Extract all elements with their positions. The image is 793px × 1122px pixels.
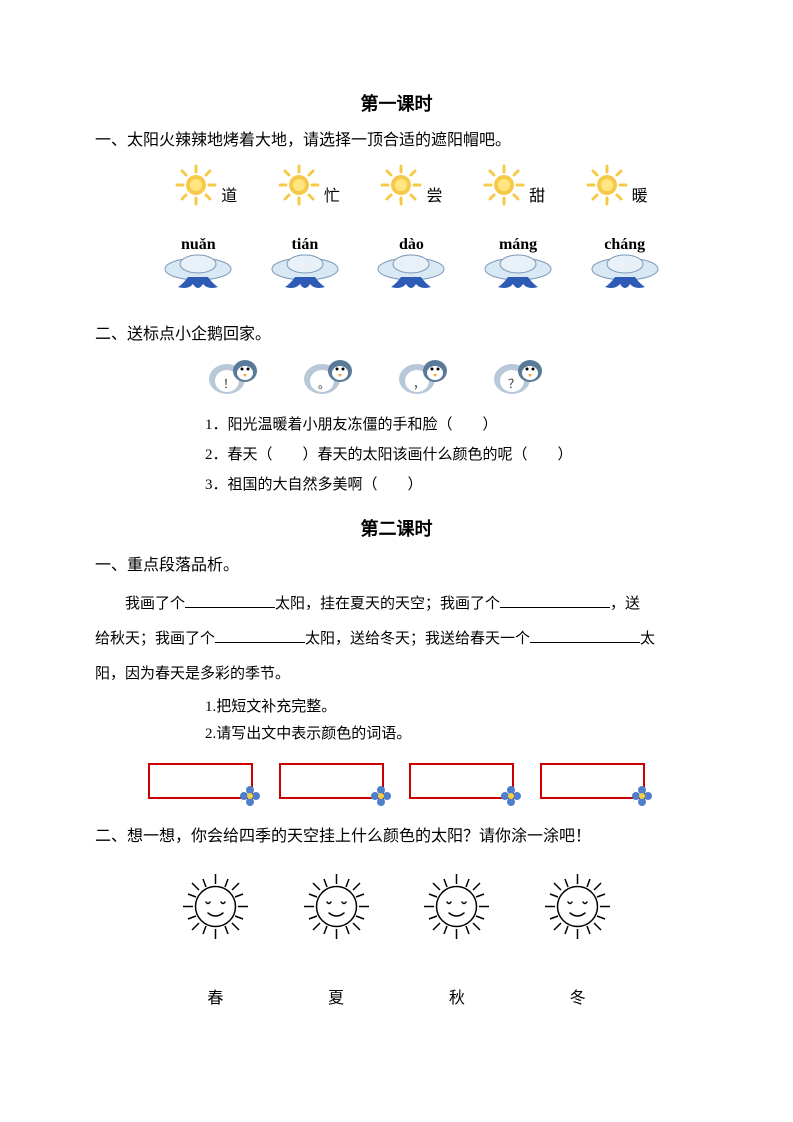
punct-mark: ， (413, 375, 425, 392)
fill-paragraph: 给秋天；我画了个 太阳，送给冬天；我送给春天一个 太 (95, 624, 698, 654)
sun-item: 甜 (483, 164, 545, 206)
sub-question: 2.请写出文中表示颜色的词语。 (205, 721, 698, 748)
sun-item: 忙 (278, 164, 340, 206)
penguin-item: ！ (205, 357, 265, 400)
pinyin-label: cháng (585, 236, 665, 254)
sentence-item: 1．阳光温暖着小朋友冻僵的手和脸（ ） (205, 410, 698, 440)
hat-icon (163, 252, 233, 292)
para-text: 阳，因为春天是多彩的季节。 (95, 666, 290, 682)
outline-sun-icon (299, 869, 374, 944)
sentence-item: 2．春天（ ）春天的太阳该画什么颜色的呢（ ） (205, 440, 698, 470)
sun-char: 尝 (426, 182, 442, 206)
lesson1-title: 第一课时 (95, 90, 698, 116)
hat-item: dào (371, 236, 451, 297)
answer-box[interactable] (279, 763, 384, 799)
hat-icon (376, 252, 446, 292)
hat-pinyin-row: nuǎn tián dào máng cháng (95, 236, 698, 297)
para-text: 太阳，挂在夏天的天空；我画了个 (275, 596, 500, 612)
fill-paragraph: 阳，因为春天是多彩的季节。 (95, 659, 698, 689)
para-text: 我画了个 (125, 596, 185, 612)
answer-box[interactable] (148, 763, 253, 799)
sun-char: 忙 (324, 182, 340, 206)
lesson2-title: 第二课时 (95, 515, 698, 541)
hat-item: tián (265, 236, 345, 297)
outline-sun-icon (540, 869, 615, 944)
sub-question-list: 1.把短文补充完整。 2.请写出文中表示颜色的词语。 (95, 694, 698, 748)
sentence-item: 3．祖国的大自然多美啊（ ） (205, 470, 698, 500)
sun-icon (175, 164, 217, 206)
outline-sun[interactable] (299, 869, 374, 949)
fill-paragraph: 我画了个 太阳，挂在夏天的天空；我画了个 ，送 (95, 589, 698, 619)
hat-icon (483, 252, 553, 292)
season-label: 春 (207, 984, 223, 1008)
para-text: ，送 (610, 596, 640, 612)
answer-box[interactable] (540, 763, 645, 799)
sub-question: 1.把短文补充完整。 (205, 694, 698, 721)
hat-item: cháng (585, 236, 665, 297)
outline-sun[interactable] (419, 869, 494, 949)
hat-icon (590, 252, 660, 292)
sun-character-row: 道 忙 尝 甜 暖 (95, 164, 698, 206)
l2-q1-heading: 一、重点段落品析。 (95, 553, 698, 579)
outline-sun[interactable] (178, 869, 253, 949)
sun-icon (278, 164, 320, 206)
outline-sun[interactable] (540, 869, 615, 949)
punct-mark: ！ (223, 375, 235, 392)
outline-sun-row (95, 869, 698, 949)
penguin-item: ， (395, 357, 455, 400)
answer-box[interactable] (409, 763, 514, 799)
flower-icon (370, 785, 392, 807)
blank-field[interactable] (500, 590, 610, 608)
sun-item: 道 (175, 164, 237, 206)
hat-item: nuǎn (158, 236, 238, 297)
flower-icon (631, 785, 653, 807)
para-text: 太阳，送给冬天；我送给春天一个 (305, 631, 530, 647)
flower-icon (239, 785, 261, 807)
sun-char: 道 (221, 182, 237, 206)
penguin-item: ？ (490, 357, 550, 400)
punct-mark: ？ (508, 375, 520, 392)
hat-item: máng (478, 236, 558, 297)
sun-icon (586, 164, 628, 206)
sun-icon (380, 164, 422, 206)
blank-field[interactable] (185, 590, 275, 608)
pinyin-label: máng (478, 236, 558, 254)
pinyin-label: tián (265, 236, 345, 254)
l1-q1-heading: 一、太阳火辣辣地烤着大地，请选择一顶合适的遮阳帽吧。 (95, 128, 698, 154)
flower-icon (500, 785, 522, 807)
sun-item: 尝 (380, 164, 442, 206)
hat-icon (270, 252, 340, 292)
season-label: 秋 (449, 984, 465, 1008)
season-label-row: 春 夏 秋 冬 (95, 969, 698, 1008)
season-label: 冬 (570, 984, 586, 1008)
para-text: 给秋天；我画了个 (95, 631, 215, 647)
outline-sun-icon (178, 869, 253, 944)
sun-char: 暖 (632, 182, 648, 206)
l2-q2-heading: 二、想一想，你会给四季的天空挂上什么颜色的太阳？请你涂一涂吧！ (95, 824, 698, 850)
l1-q2-heading: 二、送标点小企鹅回家。 (95, 322, 698, 348)
penguin-item: 。 (300, 357, 360, 400)
penguin-row: ！ 。 ， ？ (95, 357, 698, 400)
outline-sun-icon (419, 869, 494, 944)
sun-char: 甜 (529, 182, 545, 206)
pinyin-label: dào (371, 236, 451, 254)
blank-field[interactable] (530, 625, 640, 643)
blank-field[interactable] (215, 625, 305, 643)
sun-item: 暖 (586, 164, 648, 206)
punct-mark: 。 (318, 375, 330, 392)
pinyin-label: nuǎn (158, 236, 238, 254)
sun-icon (483, 164, 525, 206)
para-text: 太 (640, 631, 655, 647)
answer-box-row (95, 763, 698, 799)
sentence-list: 1．阳光温暖着小朋友冻僵的手和脸（ ） 2．春天（ ）春天的太阳该画什么颜色的呢… (95, 410, 698, 500)
season-label: 夏 (328, 984, 344, 1008)
